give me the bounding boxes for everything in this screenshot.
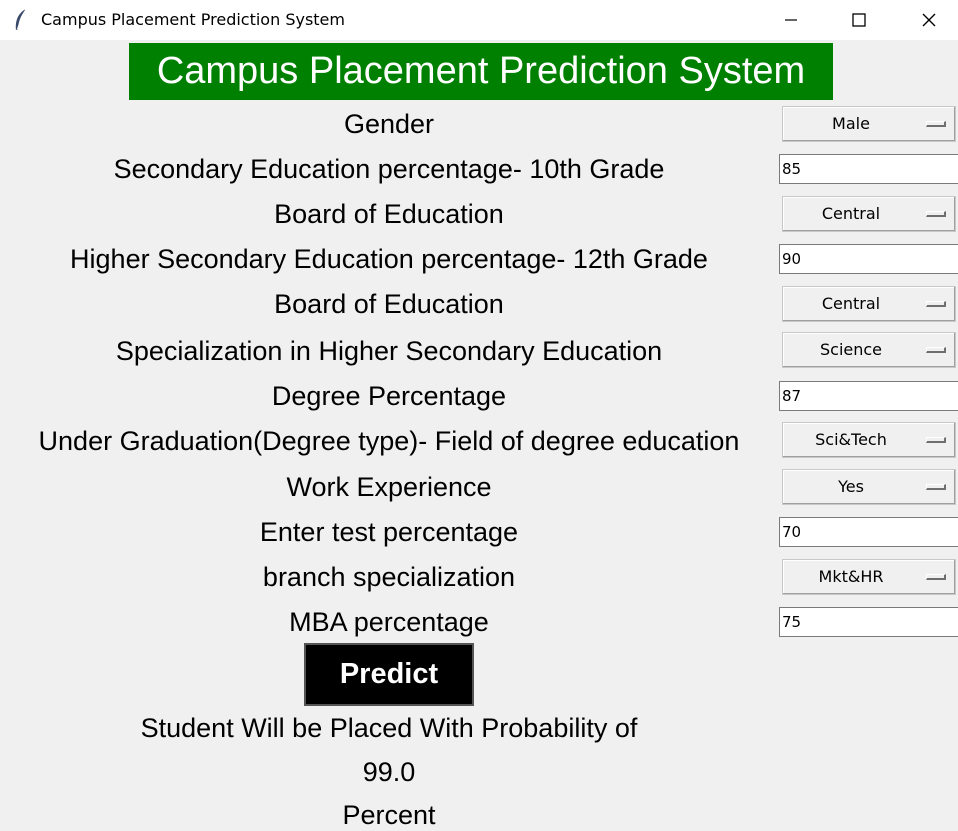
dropdown-indicator-icon: [926, 484, 946, 490]
ssc-board-dropdown-value: Central: [821, 204, 881, 223]
result-unit: Percent: [342, 800, 436, 830]
gender-dropdown-value: Male: [832, 114, 870, 133]
feather-icon: [15, 8, 27, 31]
result-probability: 99.0: [362, 757, 416, 787]
result-text: Student Will be Placed With Probability …: [140, 713, 638, 743]
test-percentage-input[interactable]: [779, 517, 958, 547]
close-icon: [922, 13, 936, 27]
predict-button[interactable]: Predict: [304, 643, 474, 706]
degree-type-dropdown[interactable]: Sci&Tech: [782, 422, 956, 458]
maximize-button[interactable]: [836, 0, 882, 40]
dropdown-indicator-icon: [926, 347, 946, 353]
degree-type-label: Under Graduation(Degree type)- Field of …: [38, 426, 740, 456]
ssc-percentage-input[interactable]: [779, 154, 958, 184]
degree-type-dropdown-value: Sci&Tech: [815, 430, 887, 449]
hsc-percentage-label: Higher Secondary Education percentage- 1…: [70, 244, 708, 274]
dropdown-indicator-icon: [926, 574, 946, 580]
ssc-percentage-label: Secondary Education percentage- 10th Gra…: [113, 154, 665, 184]
branch-specialization-dropdown[interactable]: Mkt&HR: [782, 559, 956, 595]
work-experience-dropdown-value: Yes: [838, 477, 864, 496]
mba-percentage-label: MBA percentage: [289, 607, 489, 637]
gender-label: Gender: [343, 109, 435, 139]
hsc-board-label: Board of Education: [274, 289, 504, 319]
mba-percentage-input[interactable]: [779, 607, 958, 637]
test-percentage-label: Enter test percentage: [259, 517, 519, 547]
hsc-specialization-dropdown-value: Science: [819, 340, 883, 359]
dropdown-indicator-icon: [926, 211, 946, 217]
hsc-specialization-dropdown[interactable]: Science: [782, 332, 956, 368]
maximize-icon: [852, 13, 866, 27]
minimize-button[interactable]: [768, 0, 814, 40]
hsc-board-dropdown-value: Central: [821, 294, 881, 313]
work-experience-dropdown[interactable]: Yes: [782, 469, 956, 505]
work-experience-label: Work Experience: [286, 472, 492, 502]
hsc-specialization-label: Specialization in Higher Secondary Educa…: [115, 336, 663, 366]
ssc-board-label: Board of Education: [274, 199, 504, 229]
window-titlebar: Campus Placement Prediction System: [0, 0, 958, 40]
degree-percentage-label: Degree Percentage: [271, 381, 507, 411]
close-button[interactable]: [906, 0, 952, 40]
branch-specialization-dropdown-value: Mkt&HR: [818, 567, 884, 586]
hsc-board-dropdown[interactable]: Central: [782, 286, 956, 322]
dropdown-indicator-icon: [926, 437, 946, 443]
ssc-board-dropdown[interactable]: Central: [782, 196, 956, 232]
window-title: Campus Placement Prediction System: [41, 10, 345, 29]
hsc-percentage-input[interactable]: [779, 244, 958, 274]
gender-dropdown[interactable]: Male: [782, 106, 956, 142]
degree-percentage-input[interactable]: [779, 381, 958, 411]
branch-specialization-label: branch specialization: [262, 562, 516, 592]
dropdown-indicator-icon: [926, 121, 946, 127]
dropdown-indicator-icon: [926, 301, 946, 307]
minimize-icon: [785, 19, 797, 21]
app-heading: Campus Placement Prediction System: [129, 43, 833, 100]
